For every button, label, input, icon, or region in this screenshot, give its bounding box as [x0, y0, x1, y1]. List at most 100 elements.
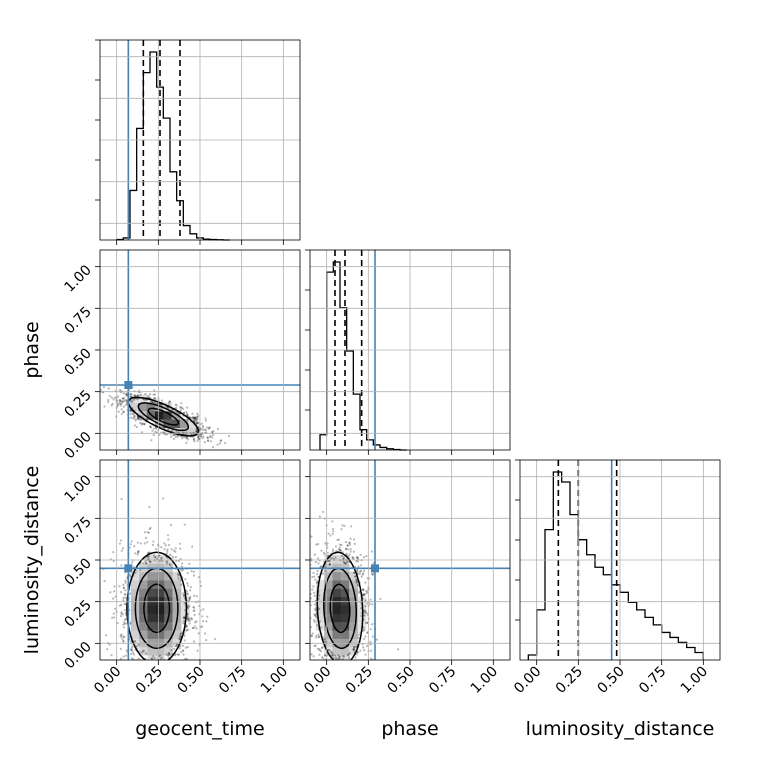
- panel-luminosity-distance-vs-geocent-time-sample-point: [172, 668, 174, 670]
- panel-luminosity-distance-vs-phase-sample-point: [327, 532, 330, 535]
- panel-phase-vs-geocent-time-sample-point: [130, 416, 133, 419]
- panel-luminosity-distance-vs-geocent-time-sample-point: [189, 595, 192, 598]
- panel-phase-vs-geocent-time-sample-point: [185, 441, 188, 444]
- panel-luminosity-distance-vs-geocent-time-density-cell: [147, 555, 157, 564]
- panel-luminosity-distance-vs-phase-sample-point: [322, 657, 325, 660]
- panel-luminosity-distance-vs-phase-sample-point: [330, 651, 333, 654]
- panel-luminosity-distance-vs-geocent-time-sample-point: [114, 595, 117, 598]
- panel-luminosity-distance-vs-phase-sample-point: [329, 557, 332, 560]
- panel-luminosity-distance-vs-geocent-time-density-cell: [164, 621, 173, 631]
- panel-phase-vs-geocent-time-sample-point: [224, 441, 227, 445]
- panel-luminosity-distance-vs-phase-sample-point: [351, 555, 354, 559]
- panel-luminosity-distance-vs-geocent-time-sample-point: [177, 574, 180, 577]
- panel-luminosity-distance-vs-geocent-time-density-cell: [164, 580, 173, 589]
- panel-phase-vs-geocent-time-sample-point: [195, 430, 198, 433]
- panel-luminosity-distance-vs-geocent-time-sample-point: [122, 596, 125, 599]
- panel-luminosity-distance-vs-geocent-time-sample-point: [192, 609, 195, 613]
- panel-phase-vs-geocent-time-sample-point: [150, 439, 153, 442]
- panel-luminosity-distance-vs-phase-sample-point: [341, 661, 343, 663]
- panel-luminosity-distance-vs-geocent-time-sample-point: [162, 691, 164, 693]
- panel-luminosity-distance-vs-phase-sample-point: [361, 588, 365, 591]
- panel-phase-vs-geocent-time-sample-point: [196, 422, 199, 425]
- panel-luminosity-distance-vs-geocent-time-sample-point: [120, 497, 123, 501]
- panel-luminosity-distance-vs-geocent-time-density-cell: [155, 596, 165, 606]
- panel-phase-vs-geocent-time-sample-point: [139, 421, 142, 425]
- panel-luminosity-distance-vs-phase-sample-point: [360, 614, 363, 618]
- panel-phase-vs-geocent-time-sample-point: [173, 433, 176, 437]
- panel-phase-vs-geocent-time-ytick-label-4: 1.00: [61, 262, 94, 295]
- panel-luminosity-distance-vs-geocent-time-sample-point: [182, 649, 185, 652]
- panel-luminosity-distance-vs-geocent-time-sample-point: [121, 547, 125, 550]
- panel-luminosity-distance-vs-phase-sample-point: [314, 644, 317, 647]
- panel-luminosity-distance-vs-geocent-time-sample-point: [152, 698, 154, 700]
- panel-luminosity-distance-vs-phase-sample-point: [358, 570, 362, 573]
- panel-luminosity-distance-vs-geocent-time-sample-point: [193, 609, 196, 612]
- panel-phase-vs-geocent-time-sample-point: [170, 435, 173, 438]
- panel-luminosity-distance-vs-geocent-time-sample-point: [149, 526, 152, 529]
- panel-luminosity-distance-vs-geocent-time-sample-point: [119, 647, 122, 650]
- panel-luminosity-distance-vs-phase-sample-point: [344, 547, 348, 550]
- panel-phase-vs-geocent-time-sample-point: [201, 426, 204, 429]
- panel-luminosity-distance-vs-geocent-time-sample-point: [158, 685, 160, 687]
- panel-luminosity-distance-vs-phase-sample-point: [334, 707, 336, 709]
- panel-luminosity-distance-vs-geocent-time-sample-point: [184, 664, 186, 666]
- panel-luminosity-distance-vs-geocent-time-sample-point: [145, 652, 148, 655]
- panel-luminosity-distance-vs-geocent-time-sample-point: [182, 568, 185, 571]
- panel-luminosity-distance-vs-geocent-time-sample-point: [129, 622, 132, 626]
- panel-luminosity-distance-vs-geocent-time-sample-point: [130, 540, 133, 543]
- panel-luminosity-distance-vs-phase-sample-point: [359, 564, 363, 567]
- panel-luminosity-distance-vs-phase-sample-point: [357, 633, 360, 636]
- panel-luminosity-distance-vs-geocent-time-sample-point: [182, 622, 185, 625]
- panel-luminosity-distance-vs-phase-sample-point: [307, 654, 309, 656]
- panel-phase-vs-geocent-time-sample-point: [118, 388, 121, 392]
- panel-luminosity-distance-vs-phase-sample-point: [311, 575, 314, 579]
- panel-luminosity-distance-vs-geocent-time-sample-point: [122, 639, 125, 643]
- panel-luminosity-distance-vs-phase-sample-point: [352, 649, 355, 652]
- panel-luminosity-distance-vs-phase-sample-point: [335, 660, 337, 662]
- panel-luminosity-distance-vs-phase-sample-point: [323, 553, 326, 556]
- panel-luminosity-distance-vs-geocent-time-sample-point: [167, 652, 171, 655]
- panel-luminosity-distance-vs-geocent-time-sample-point: [129, 574, 132, 578]
- panel-phase-vs-geocent-time-sample-point: [192, 438, 195, 441]
- panel-luminosity-distance-vs-phase-sample-point: [352, 648, 356, 651]
- panel-luminosity-distance-vs-geocent-time-sample-point: [191, 545, 194, 548]
- panel-luminosity-distance-vs-geocent-time-sample-point: [182, 616, 186, 620]
- panel-luminosity-distance-vs-geocent-time-sample-point: [188, 605, 191, 608]
- panel-luminosity-distance-vs-geocent-time-sample-point: [120, 564, 123, 567]
- panel-luminosity-distance-vs-geocent-time-xtick-label-1: 0.25: [133, 664, 166, 697]
- panel-luminosity-distance-vs-phase-contours: [316, 551, 364, 660]
- panel-luminosity-distance-vs-phase-sample-point: [364, 653, 367, 656]
- panel-luminosity-distance-vs-phase-sample-point: [329, 667, 331, 669]
- panel-luminosity-distance-vs-geocent-time-density-cell: [155, 588, 165, 598]
- panel-luminosity-distance-vs-geocent-time-sample-point: [185, 629, 188, 632]
- panel-luminosity-distance-vs-geocent-time-sample-point: [131, 561, 134, 564]
- panel-luminosity-distance-vs-phase-density-cell: [324, 580, 333, 589]
- panel-luminosity-distance-vs-phase-sample-point: [369, 640, 372, 643]
- panel-phase-vs-geocent-time-sample-point: [200, 422, 203, 425]
- panel-luminosity-distance-vs-geocent-time-sample-point: [122, 599, 125, 602]
- panel-phase-vs-geocent-time-sample-point: [195, 421, 199, 424]
- panel-luminosity-distance-vs-geocent-time-sample-point: [179, 665, 181, 667]
- panel-luminosity-distance-vs-phase-sample-point: [369, 598, 372, 601]
- panel-luminosity-distance-vs-geocent-time-sample-point: [177, 577, 180, 580]
- panel-luminosity-distance-vs-geocent-time-sample-point: [189, 663, 191, 665]
- panel-phase-vs-geocent-time-sample-point: [179, 405, 182, 409]
- panel-luminosity-distance-vs-phase-density-cell: [324, 588, 333, 598]
- hist-phase-grid: [310, 250, 510, 450]
- panel-phase-vs-geocent-time-contour-0: [147, 407, 180, 426]
- panel-phase-vs-geocent-time-sample-point: [117, 395, 120, 398]
- panel-luminosity-distance-vs-phase-sample-point: [337, 660, 339, 662]
- panel-luminosity-distance-vs-geocent-time-density-cell: [172, 638, 182, 648]
- panel-luminosity-distance-vs-geocent-time-sample-point: [187, 618, 190, 621]
- panel-luminosity-distance-vs-geocent-time-sample-point: [178, 637, 181, 640]
- panel-phase-vs-geocent-time-sample-point: [103, 405, 106, 408]
- panel-luminosity-distance-vs-geocent-time-density-cell: [130, 638, 140, 648]
- panel-phase-vs-geocent-time-sample-point: [143, 398, 146, 402]
- panel-luminosity-distance-vs-phase-sample-point: [355, 560, 358, 563]
- panel-luminosity-distance-vs-phase-sample-point: [312, 585, 315, 588]
- panel-luminosity-distance-vs-geocent-time-sample-point: [134, 552, 137, 555]
- panel-luminosity-distance-vs-phase-density-cell: [340, 605, 350, 614]
- panel-luminosity-distance-vs-phase-sample-point: [363, 593, 366, 596]
- panel-luminosity-distance-vs-phase-density-cell: [332, 621, 342, 631]
- panel-luminosity-distance-vs-phase-sample-point: [363, 609, 366, 612]
